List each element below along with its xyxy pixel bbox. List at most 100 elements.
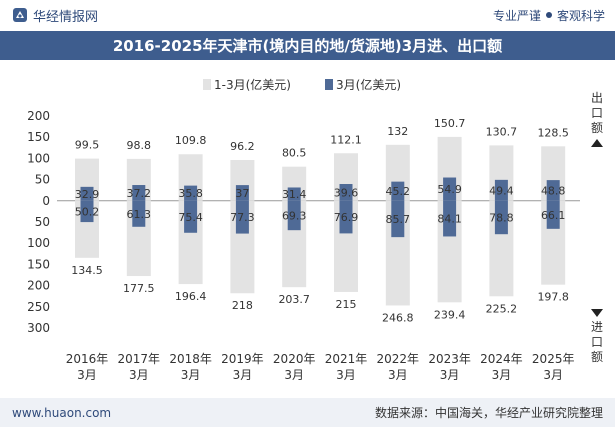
y-tick-label: 200	[27, 279, 50, 293]
x-tick-label: 3月	[129, 368, 149, 382]
side-label-import-char: 进	[591, 320, 603, 334]
bar-import-mar	[235, 200, 249, 234]
x-tick-label: 3月	[543, 368, 563, 382]
bar-export-mar	[391, 181, 405, 201]
x-tick-label: 3月	[388, 368, 408, 382]
x-tick-label: 2021年	[325, 352, 368, 366]
bar-import-mar	[287, 200, 301, 231]
side-label-export-char: 额	[591, 121, 603, 135]
label-export-mar: 35.8	[178, 187, 203, 200]
bar-import-mar	[184, 200, 198, 233]
label-import-mar: 75.4	[178, 211, 203, 224]
label-import-mar: 61.3	[127, 208, 152, 221]
label-import-q1: 134.5	[71, 264, 103, 277]
label-export-q1: 132	[387, 125, 408, 138]
bar-export-mar	[132, 185, 146, 201]
label-export-q1: 130.7	[486, 125, 518, 138]
label-export-q1: 128.5	[537, 126, 569, 139]
label-export-mar: 45.2	[386, 185, 411, 198]
x-tick-label: 2025年	[532, 352, 575, 366]
tagline: 专业严谨 客观科学	[493, 7, 605, 24]
side-label-import-char: 额	[591, 350, 603, 364]
chart: 1-3月(亿美元) 3月(亿美元) 200 150 100 50 0 50 100 150 200 2…	[27, 77, 603, 382]
label-import-mar: 69.3	[282, 209, 307, 222]
top-bar: 华经情报网 专业严谨 客观科学	[0, 0, 615, 30]
bar-export-mar	[235, 185, 249, 201]
tagline-right: 客观科学	[556, 8, 605, 23]
side-label-export-char: 出	[591, 91, 603, 105]
x-tick-label: 2023年	[428, 352, 471, 366]
footer-source: 数据来源：中国海关，华经产业研究院整理	[374, 406, 603, 420]
y-tick-label: 150	[27, 130, 50, 144]
label-export-mar: 39.6	[334, 186, 359, 199]
label-import-q1: 196.4	[175, 290, 207, 303]
x-tick-label: 3月	[284, 368, 304, 382]
x-tick-label: 2017年	[118, 352, 161, 366]
label-export-mar: 49.4	[489, 184, 514, 197]
brand-name: 华经情报网	[33, 9, 99, 25]
label-export-mar: 48.8	[541, 184, 566, 197]
label-import-q1: 246.8	[382, 311, 414, 324]
bar-export-mar	[184, 185, 198, 201]
y-tick-label: 300	[27, 321, 50, 335]
label-export-q1: 112.1	[330, 133, 362, 146]
bar-export-mar	[287, 187, 301, 201]
legend-label-q1: 1-3月(亿美元)	[214, 77, 291, 92]
footer-url[interactable]: www.huaon.com	[12, 405, 112, 420]
label-import-q1: 215	[336, 298, 357, 311]
side-label-import-char: 口	[591, 335, 603, 349]
legend-swatch-q1	[203, 79, 211, 90]
x-tick-label: 3月	[233, 368, 253, 382]
bar-export-mar	[443, 177, 457, 201]
label-import-mar: 66.1	[541, 209, 566, 222]
label-export-mar: 54.9	[437, 183, 462, 196]
x-tick-label: 3月	[336, 368, 356, 382]
x-tick-label: 3月	[181, 368, 201, 382]
bar-import-mar	[391, 200, 405, 238]
chart-title-bar: 2016-2025年天津市(境内目的地/货源地)3月进、出口额	[0, 31, 615, 60]
y-tick-label: 250	[27, 300, 50, 314]
tagline-left: 专业严谨	[492, 8, 541, 23]
label-import-q1: 177.5	[123, 282, 155, 295]
bar-import-mar	[546, 200, 560, 229]
label-import-mar: 85.7	[386, 213, 411, 226]
y-tick-label: 50	[35, 173, 50, 187]
y-tick-label: 150	[27, 257, 50, 271]
label-import-q1: 203.7	[278, 293, 310, 306]
brand[interactable]: 华经情报网	[12, 6, 98, 25]
side-label-export-char: 口	[591, 106, 603, 120]
bar-import-mar	[132, 200, 146, 227]
bar-export-mar	[546, 180, 560, 201]
bar-import-mar	[339, 200, 353, 234]
y-tick-label: 200	[27, 109, 50, 123]
bar-export-mar	[80, 186, 94, 201]
footer: www.huaon.com 数据来源：中国海关，华经产业研究院整理	[0, 398, 615, 427]
label-export-q1: 80.5	[282, 147, 307, 160]
label-export-q1: 150.7	[434, 117, 466, 130]
label-import-mar: 50.2	[75, 205, 100, 218]
legend-label-mar: 3月(亿美元)	[336, 77, 401, 92]
label-import-q1: 218	[232, 299, 253, 312]
separator-dot-icon	[545, 12, 552, 18]
bar-export-mar	[494, 179, 508, 201]
huajing-logo-icon	[13, 8, 27, 22]
bar-import-mar	[494, 200, 508, 235]
label-export-q1: 109.8	[175, 134, 207, 147]
x-tick-label: 3月	[440, 368, 460, 382]
bar-import-mar	[443, 200, 457, 237]
bar-export-mar	[339, 184, 353, 201]
label-import-mar: 76.9	[334, 211, 359, 224]
x-tick-label: 2020年	[273, 352, 316, 366]
label-import-q1: 225.2	[486, 302, 518, 315]
chart-title: 2016-2025年天津市(境内目的地/货源地)3月进、出口额	[112, 37, 503, 55]
bar-import-mar	[80, 200, 94, 223]
x-tick-label: 3月	[492, 368, 512, 382]
x-tick-label: 2024年	[480, 352, 523, 366]
x-tick-label: 2022年	[377, 352, 420, 366]
label-export-mar: 31.4	[282, 188, 307, 201]
x-tick-label: 2016年	[66, 352, 109, 366]
label-export-q1: 99.5	[75, 139, 100, 152]
y-tick-label: 100	[27, 151, 50, 165]
label-import-mar: 77.3	[230, 211, 255, 224]
y-tick-label: 0	[42, 194, 50, 208]
